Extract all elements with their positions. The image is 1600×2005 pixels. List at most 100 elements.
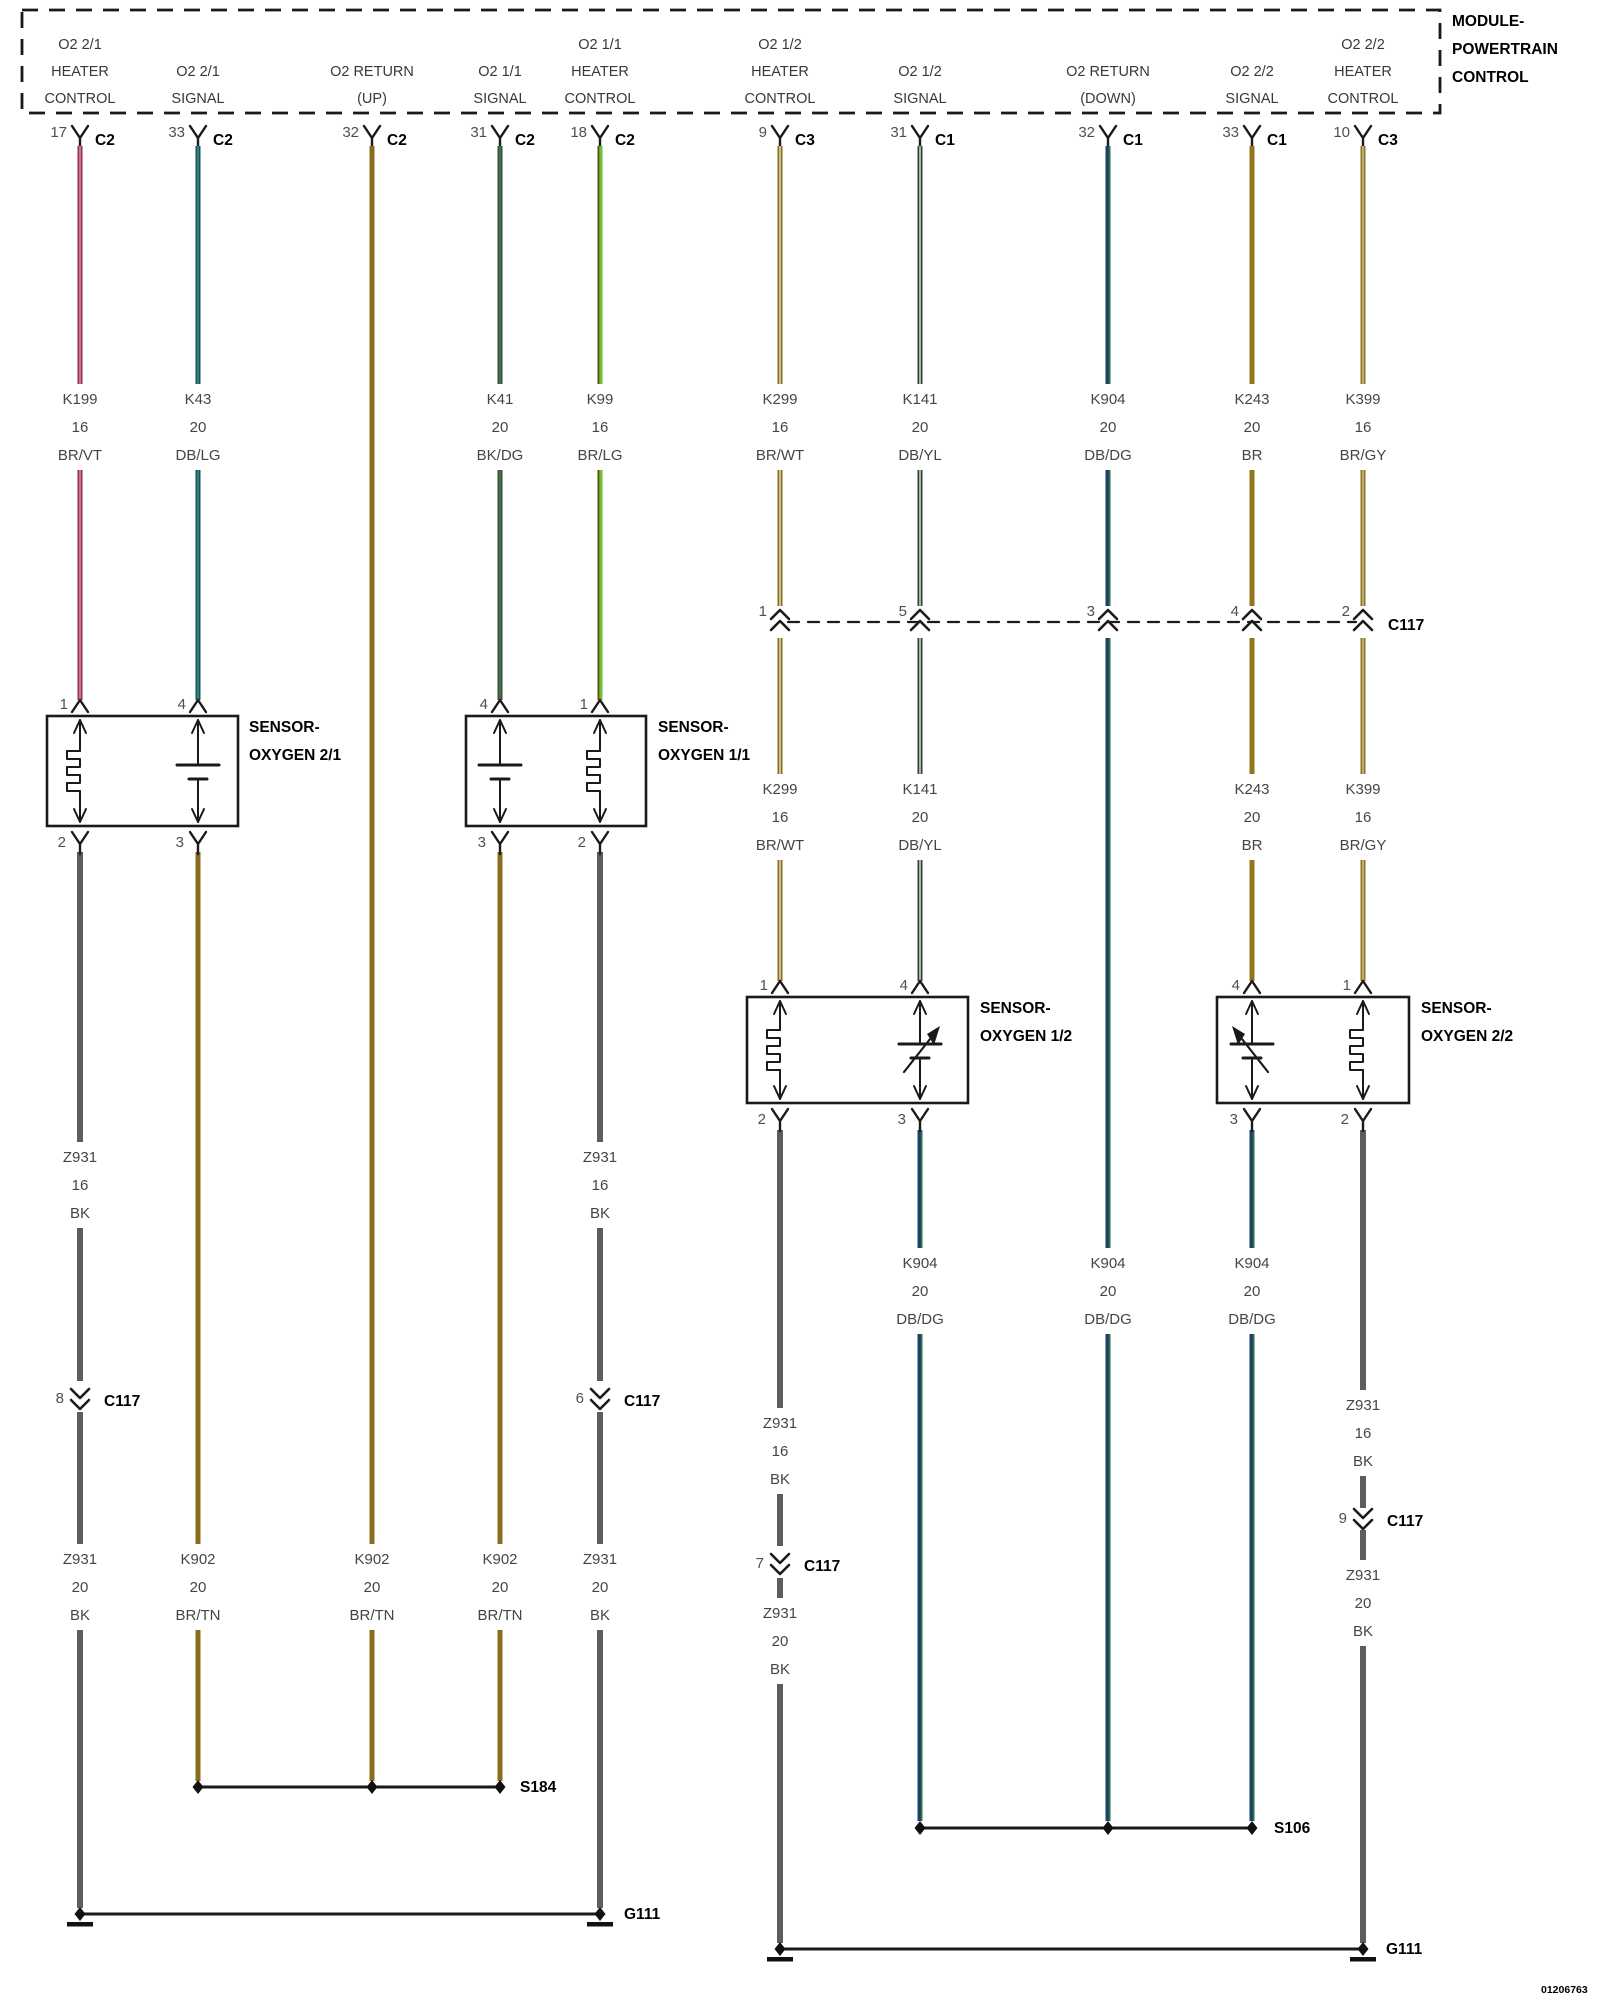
wire-label: BR/WT	[756, 837, 804, 854]
splice-label: S184	[520, 1779, 557, 1796]
pin-number: 1	[60, 696, 68, 713]
wire-stripe	[1108, 1334, 1111, 1821]
pin-number: 1	[1343, 977, 1351, 994]
crossing-chevron	[769, 619, 791, 632]
wire-label: K902	[354, 1551, 389, 1568]
wire-label: 16	[1355, 1425, 1372, 1442]
inline-connector-chevron	[1352, 1518, 1374, 1531]
sensor-box-label: SENSOR-	[658, 719, 729, 736]
wire-label: Z931	[763, 1415, 797, 1432]
inline-connector-chevron	[769, 1563, 791, 1576]
module-pin-header: O2 1/1	[478, 64, 522, 80]
wire-label: K299	[762, 391, 797, 408]
wire-segment	[777, 1578, 783, 1598]
connector-fork	[70, 124, 90, 148]
module-pin-header: CONTROL	[565, 91, 636, 107]
wire-segment	[77, 1228, 83, 1381]
wire-label: BK	[1353, 1623, 1373, 1640]
wire-label: BR/LG	[577, 447, 622, 464]
crossing-chevron	[769, 608, 791, 621]
pin-number: 3	[176, 834, 184, 851]
wire-stripe	[1362, 638, 1364, 774]
wire-segment	[1360, 1130, 1366, 1390]
wire-stripe	[1362, 470, 1364, 606]
crossing-chevron	[1352, 619, 1374, 632]
wire-segment	[597, 852, 603, 1142]
sensor-box-label: OXYGEN 2/2	[1421, 1028, 1513, 1045]
connector-fork	[590, 124, 610, 148]
sensor-fork	[490, 830, 510, 856]
module-pin-header: HEATER	[51, 64, 109, 80]
module-pin-header: O2 2/1	[176, 64, 220, 80]
wire-label: 16	[772, 809, 789, 826]
wire-segment	[597, 1630, 603, 1908]
wire-segment	[777, 1130, 783, 1408]
wire-label: DB/DG	[1084, 447, 1132, 464]
pin-number: 3	[478, 834, 486, 851]
wire-label: DB/LG	[175, 447, 220, 464]
wire-segment	[497, 852, 503, 1544]
wire-label: BR/TN	[478, 1607, 523, 1624]
wire-label: K902	[180, 1551, 215, 1568]
module-pin-header: HEATER	[571, 64, 629, 80]
module-pin-header: SIGNAL	[1225, 91, 1278, 107]
inline-connector-chevron	[589, 1398, 611, 1411]
module-pin-header: O2 2/2	[1341, 37, 1385, 53]
wire-segment	[1360, 1476, 1366, 1508]
wire-label: 16	[72, 419, 89, 436]
variable-arrowhead	[1232, 1026, 1245, 1045]
pin-number: 2	[58, 834, 66, 851]
module-pin-header: SIGNAL	[473, 91, 526, 107]
sensor-fork	[490, 698, 510, 714]
wire-label: 16	[772, 1443, 789, 1460]
pin-number: 18	[570, 124, 587, 141]
wire-label: BK	[590, 1205, 610, 1222]
module-label: CONTROL	[1452, 69, 1529, 86]
wire-label: BR/TN	[350, 1607, 395, 1624]
splice-node	[366, 1780, 378, 1794]
wire-stripe	[79, 146, 81, 384]
wire-label: 16	[1355, 809, 1372, 826]
pin-number: 1	[580, 696, 588, 713]
pin-number: 2	[758, 1111, 766, 1128]
sensor-fork	[910, 1107, 930, 1133]
pin-number: 3	[1087, 603, 1095, 620]
wire-segment	[1105, 146, 1111, 384]
splice-node	[494, 1780, 506, 1794]
wire-segment	[917, 1130, 923, 1248]
wire-segment	[597, 1412, 603, 1544]
wire-label: K243	[1234, 781, 1269, 798]
wire-label: 20	[492, 419, 509, 436]
wire-segment	[77, 1412, 83, 1544]
wire-label: Z931	[583, 1149, 617, 1166]
variable-arrowhead	[927, 1026, 940, 1045]
module-pin-header: O2 1/2	[758, 37, 802, 53]
module-pin-header: O2 RETURN	[330, 64, 414, 80]
sensor-fork	[1242, 979, 1262, 995]
crossing-chevron	[1097, 619, 1119, 632]
connector-name: C2	[515, 132, 535, 149]
splice-node	[1102, 1821, 1114, 1835]
connector-name: C2	[213, 132, 233, 149]
ground-bar	[67, 1922, 93, 1927]
wire-segment	[369, 146, 375, 1544]
wire-label: BR/GY	[1340, 447, 1387, 464]
wire-stripe	[1252, 1130, 1255, 1248]
pin-number: 2	[1341, 1111, 1349, 1128]
crossing-chevron	[1241, 619, 1263, 632]
connector-fork	[490, 124, 510, 148]
wire-segment	[1105, 1334, 1111, 1821]
wire-segment	[1249, 146, 1255, 384]
sensor-box	[464, 714, 648, 828]
pin-number: 6	[576, 1390, 584, 1407]
pin-number: 32	[1078, 124, 1095, 141]
resistor-symbol	[766, 1029, 781, 1071]
pin-number: 4	[1231, 603, 1239, 620]
module-pin-header: O2 RETURN	[1066, 64, 1150, 80]
wire-segment	[917, 1334, 923, 1821]
wire-stripe	[499, 470, 501, 700]
pin-number: 32	[342, 124, 359, 141]
wire-label: K299	[762, 781, 797, 798]
connector-name: C117	[804, 1558, 840, 1575]
